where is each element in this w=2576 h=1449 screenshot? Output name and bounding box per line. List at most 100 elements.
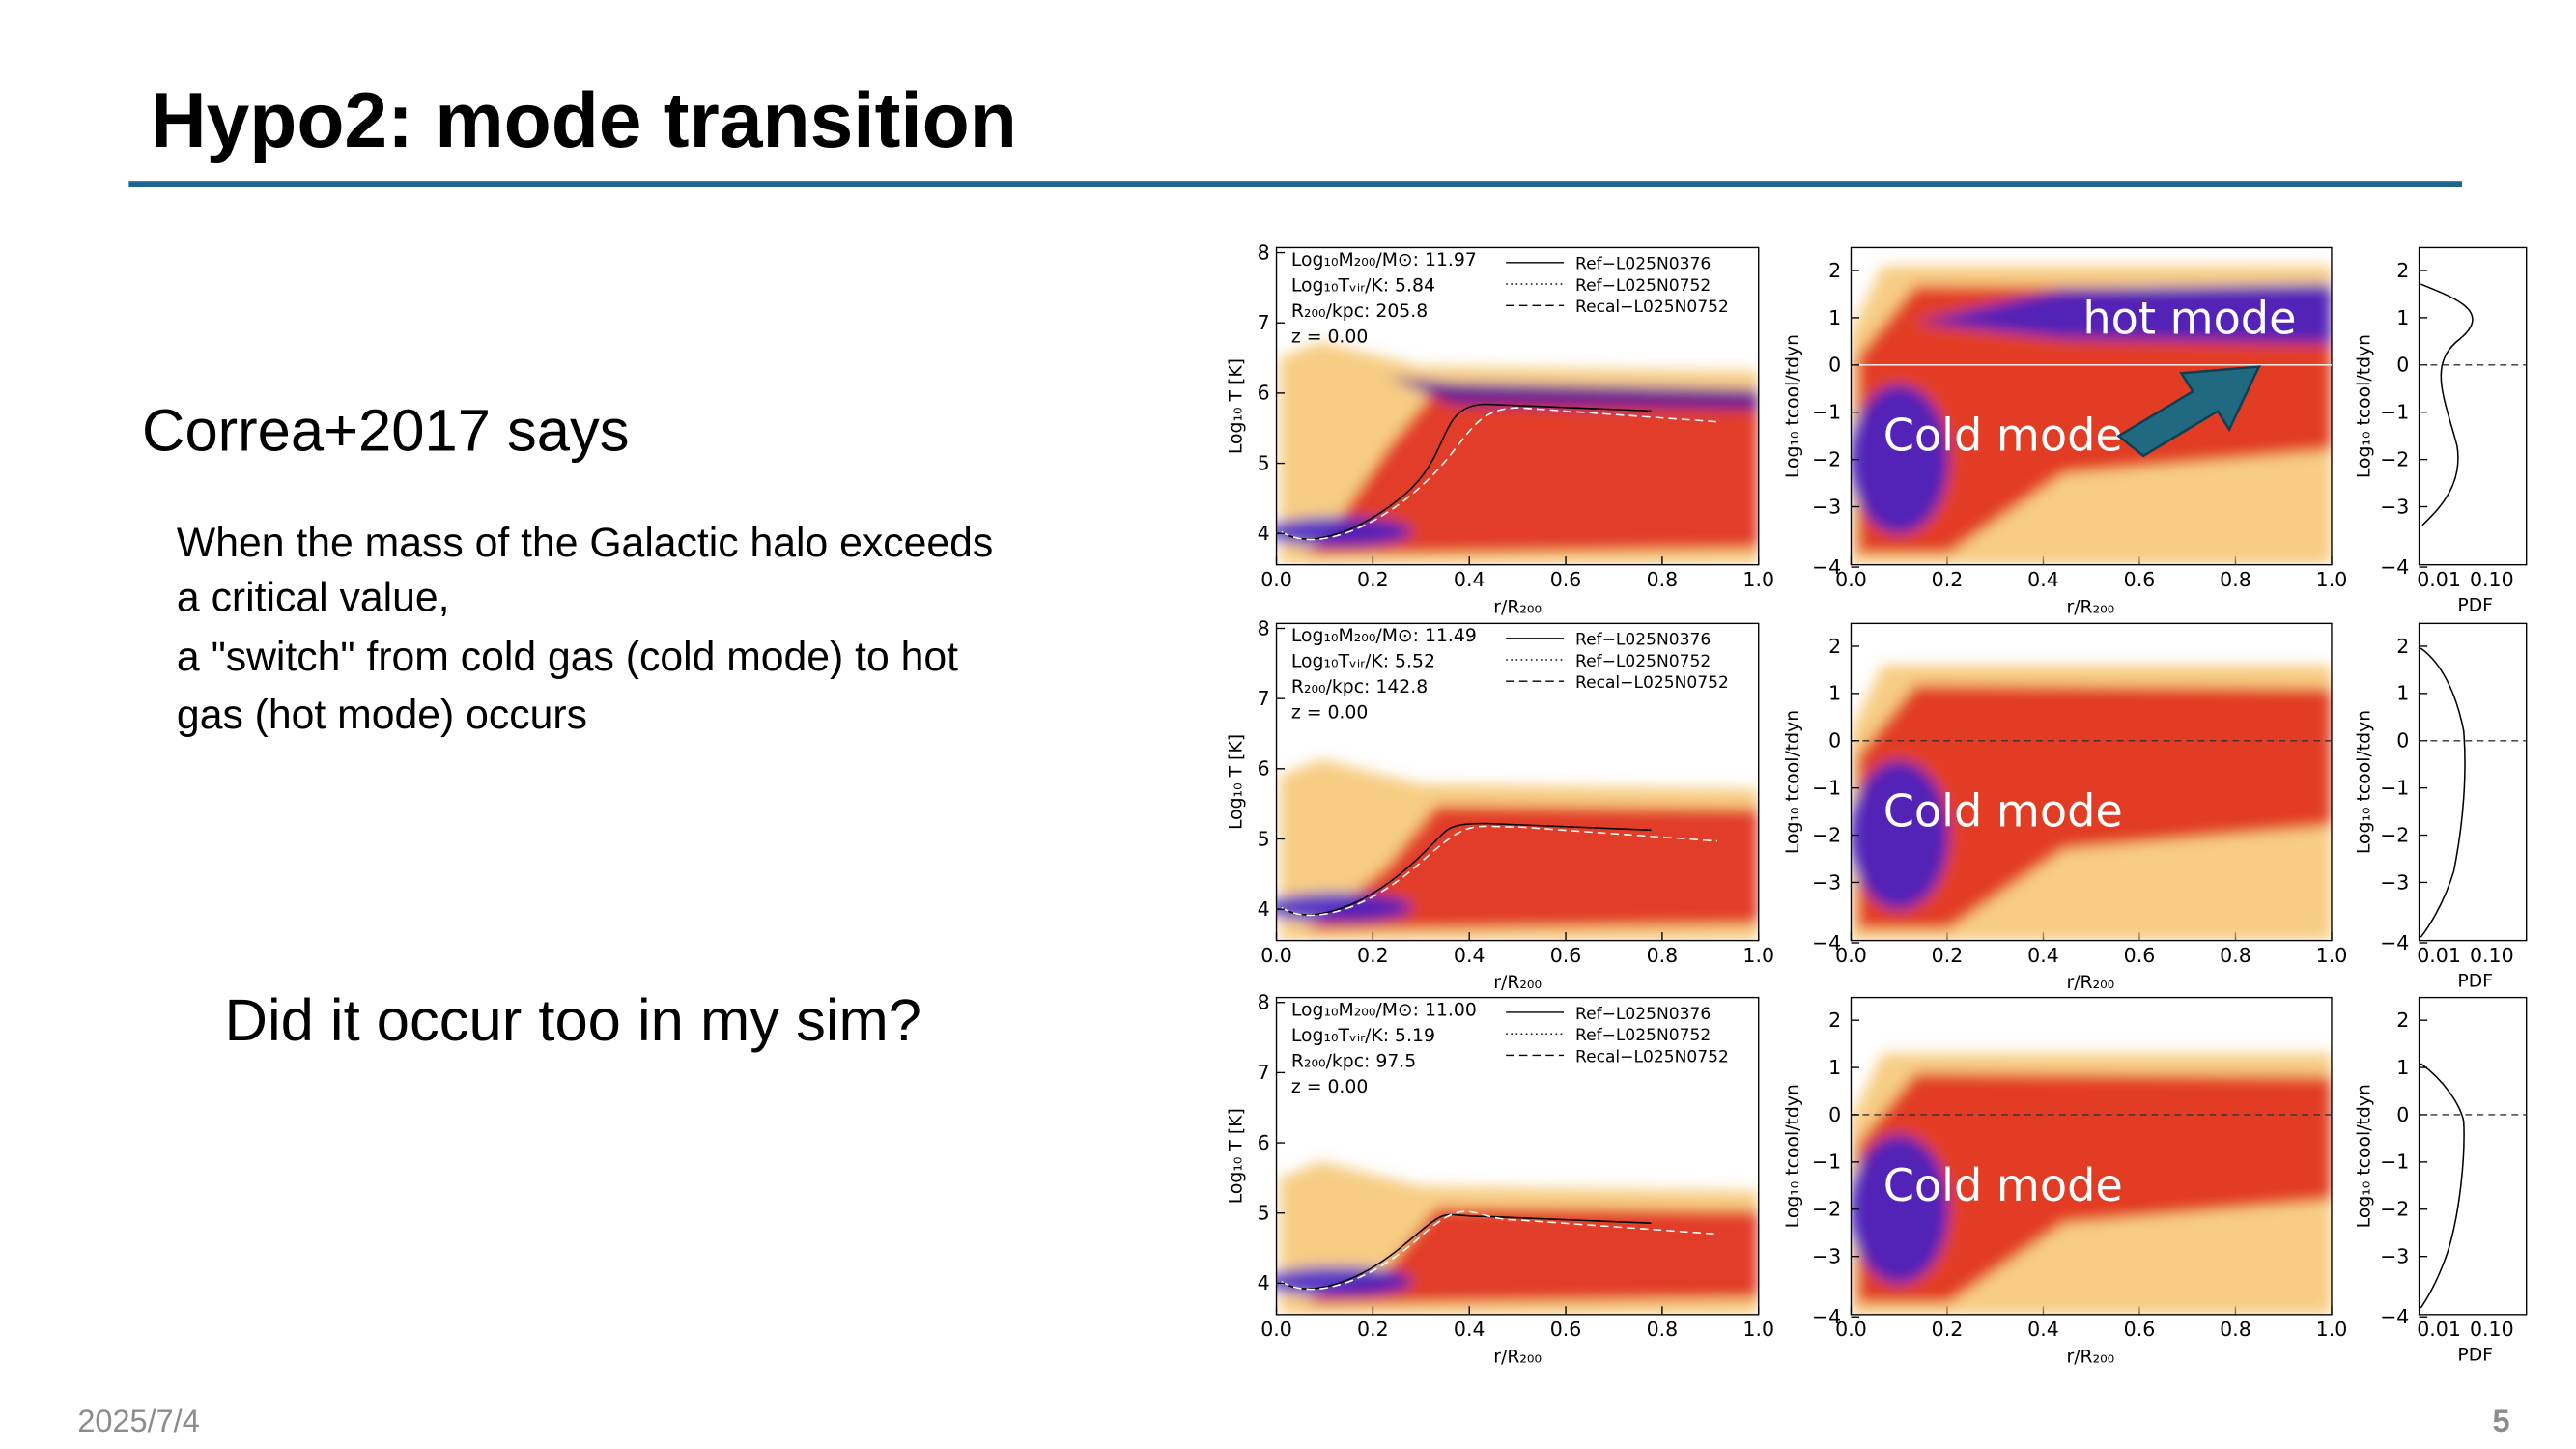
panel-frame bbox=[1850, 246, 2333, 566]
core bbox=[1857, 285, 2332, 554]
cold-blob bbox=[1276, 1266, 1412, 1297]
panel-frame bbox=[1850, 996, 2333, 1316]
panel-frame bbox=[2418, 246, 2528, 566]
paragraph-line: a "switch" from cold gas (cold mode) to … bbox=[177, 634, 958, 680]
question: Did it occur too in my sim? bbox=[225, 987, 922, 1054]
y-tick-label: 0 bbox=[1828, 1103, 1841, 1126]
y-tick-label: 7 bbox=[1258, 311, 1270, 334]
x-tick-label: 0.6 bbox=[1550, 1318, 1582, 1341]
footer-date: 2025/7/4 bbox=[77, 1404, 199, 1438]
curve-recal bbox=[1281, 407, 1718, 541]
y-tick-label: −4 bbox=[2380, 1305, 2409, 1328]
halo-info: Log₁₀M₂₀₀/M⊙: 11.97 bbox=[1291, 250, 1477, 270]
core bbox=[1304, 805, 1759, 931]
x-tick-label: 0.8 bbox=[1647, 1318, 1679, 1341]
x-tick-label: 0.0 bbox=[1260, 568, 1292, 591]
x-axis-label: r/R₂₀₀ bbox=[2066, 1347, 2114, 1367]
y-axis-label: Log₁₀ tcool/tdyn bbox=[2354, 1084, 2374, 1228]
y-tick-label: 2 bbox=[1828, 259, 1841, 282]
cold-blob bbox=[1276, 893, 1412, 923]
x-tick-label: 0.4 bbox=[1454, 568, 1486, 591]
core bbox=[1304, 1208, 1759, 1305]
y-axis-label: Log₁₀ tcool/tdyn bbox=[1783, 1084, 1803, 1228]
pdf-curve bbox=[2420, 1063, 2465, 1309]
y-tick-label: 1 bbox=[1828, 682, 1841, 705]
halo-info: R₂₀₀/kpc: 205.8 bbox=[1291, 301, 1428, 322]
paragraph-line: a critical value, bbox=[177, 575, 450, 621]
title-rule bbox=[128, 181, 2463, 188]
y-tick-label: −1 bbox=[2380, 776, 2409, 799]
y-tick-label: 6 bbox=[1258, 382, 1270, 405]
x-tick-label: 0.0 bbox=[1835, 568, 1867, 591]
y-tick-label: 2 bbox=[1828, 635, 1841, 658]
y-tick-label: −1 bbox=[2380, 401, 2409, 424]
halo-info: Log₁₀Tᵥᵢᵣ/K: 5.19 bbox=[1291, 1026, 1435, 1046]
x-tick-label: 1.0 bbox=[1742, 568, 1774, 591]
legend-label: Ref−L025N0376 bbox=[1575, 255, 1711, 274]
y-tick-label: −3 bbox=[2380, 870, 2409, 894]
y-tick-label: −2 bbox=[1812, 1198, 1841, 1221]
heading: Correa+2017 says bbox=[142, 398, 630, 465]
core bbox=[1304, 387, 1759, 555]
y-tick-label: −4 bbox=[1812, 555, 1841, 579]
core bbox=[1857, 685, 2332, 929]
halo-info: R₂₀₀/kpc: 97.5 bbox=[1291, 1051, 1416, 1071]
panel-frame bbox=[1275, 246, 1760, 566]
halo-info: Log₁₀Tᵥᵢᵣ/K: 5.84 bbox=[1291, 276, 1435, 297]
x-tick-label: 0.8 bbox=[1647, 568, 1679, 591]
heatmap bbox=[1276, 758, 1759, 941]
x-tick-label: 0.8 bbox=[2220, 944, 2251, 967]
figure-row: Log₁₀M₂₀₀/M⊙: 11.00 Log₁₀Tᵥᵢᵣ/K: 5.19 R₂₀₀… bbox=[1227, 991, 2528, 1367]
heatmap bbox=[1851, 665, 2332, 941]
cold-mode-label: Cold mode bbox=[1883, 1159, 2123, 1211]
x-tick-label: 0.01 bbox=[2417, 944, 2461, 967]
heatmap bbox=[1851, 1053, 2332, 1315]
x-tick-label: 0.4 bbox=[1454, 1318, 1486, 1341]
y-tick-label: −1 bbox=[1812, 1151, 1841, 1174]
y-tick-label: 8 bbox=[1258, 991, 1270, 1014]
x-tick-label: 0.4 bbox=[2027, 568, 2059, 591]
y-tick-label: −4 bbox=[2380, 555, 2409, 579]
cold-blob bbox=[1851, 760, 1949, 910]
y-tick-label: 2 bbox=[2396, 1009, 2409, 1032]
x-tick-label: 0.8 bbox=[2220, 568, 2251, 591]
x-tick-label: 0.2 bbox=[1357, 1318, 1389, 1341]
x-tick-label: 0.4 bbox=[2027, 1318, 2059, 1341]
legend-label: Recal−L025N0752 bbox=[1575, 298, 1729, 317]
x-tick-label: 1.0 bbox=[2316, 1318, 2348, 1341]
legend-label: Ref−L025N0752 bbox=[1575, 1026, 1711, 1045]
pdf-curve bbox=[2420, 283, 2474, 526]
y-tick-label: −3 bbox=[2380, 495, 2409, 518]
figure-row: Log₁₀M₂₀₀/M⊙: 11.49 Log₁₀Tᵥᵢᵣ/K: 5.52 R₂₀₀… bbox=[1227, 616, 2528, 993]
y-tick-label: 1 bbox=[2396, 682, 2409, 705]
y-tick-label: 0 bbox=[2396, 1103, 2409, 1126]
x-tick-label: 0.0 bbox=[1835, 1318, 1867, 1341]
arrow bbox=[2116, 365, 2261, 458]
cold-blob bbox=[1276, 517, 1412, 547]
x-tick-label: 0.6 bbox=[1550, 568, 1582, 591]
y-tick-label: 5 bbox=[1258, 451, 1270, 474]
curve-recal bbox=[1281, 1210, 1718, 1291]
y-tick-label: 5 bbox=[1258, 1202, 1270, 1225]
y-axis-label: Log₁₀ T [K] bbox=[1227, 734, 1247, 830]
y-tick-label: 7 bbox=[1258, 1061, 1270, 1084]
x-tick-label: 0.0 bbox=[1835, 944, 1867, 967]
y-tick-label: −3 bbox=[1812, 1244, 1841, 1267]
halo-info: Log₁₀M₂₀₀/M⊙: 11.49 bbox=[1291, 626, 1477, 646]
legend-label: Recal−L025N0752 bbox=[1575, 673, 1729, 693]
halo-info: Log₁₀M₂₀₀/M⊙: 11.00 bbox=[1291, 1000, 1477, 1020]
hot-band bbox=[1387, 376, 1759, 410]
heatmap bbox=[1276, 341, 1759, 565]
y-tick-label: −2 bbox=[1812, 447, 1841, 470]
x-tick-label: 0.2 bbox=[1932, 568, 1964, 591]
y-tick-label: −2 bbox=[2380, 823, 2409, 846]
x-tick-label: 0.6 bbox=[2124, 1318, 2156, 1341]
y-axis-label: Log₁₀ tcool/tdyn bbox=[2354, 334, 2374, 478]
x-tick-label: 0.2 bbox=[1357, 568, 1389, 591]
y-tick-label: −3 bbox=[1812, 870, 1841, 894]
y-tick-label: 1 bbox=[2396, 306, 2409, 329]
x-axis-label: r/R₂₀₀ bbox=[1493, 1347, 1542, 1367]
x-tick-label: 0.6 bbox=[2124, 944, 2156, 967]
legend-label: Ref−L025N0376 bbox=[1575, 631, 1711, 650]
